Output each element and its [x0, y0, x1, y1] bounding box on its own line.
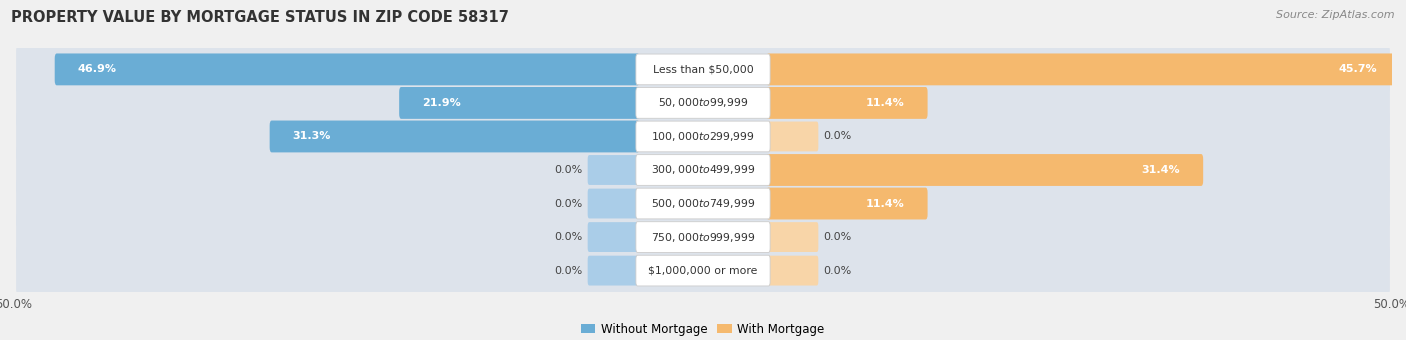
FancyBboxPatch shape — [766, 53, 1400, 85]
Text: 0.0%: 0.0% — [824, 232, 852, 242]
FancyBboxPatch shape — [636, 88, 770, 118]
Text: 0.0%: 0.0% — [554, 232, 582, 242]
Text: $100,000 to $299,999: $100,000 to $299,999 — [651, 130, 755, 143]
Text: $1,000,000 or more: $1,000,000 or more — [648, 266, 758, 276]
FancyBboxPatch shape — [15, 247, 1391, 294]
Text: Source: ZipAtlas.com: Source: ZipAtlas.com — [1277, 10, 1395, 20]
FancyBboxPatch shape — [636, 155, 770, 185]
Text: 0.0%: 0.0% — [554, 165, 582, 175]
FancyBboxPatch shape — [766, 121, 818, 151]
FancyBboxPatch shape — [15, 113, 1391, 160]
Text: 0.0%: 0.0% — [824, 266, 852, 276]
Text: 46.9%: 46.9% — [77, 64, 117, 74]
FancyBboxPatch shape — [15, 46, 1391, 93]
FancyBboxPatch shape — [270, 121, 640, 152]
Text: $50,000 to $99,999: $50,000 to $99,999 — [658, 97, 748, 109]
FancyBboxPatch shape — [636, 121, 770, 152]
Text: 0.0%: 0.0% — [824, 132, 852, 141]
Text: 11.4%: 11.4% — [866, 98, 905, 108]
Text: 31.4%: 31.4% — [1142, 165, 1181, 175]
Text: 0.0%: 0.0% — [554, 199, 582, 208]
FancyBboxPatch shape — [766, 154, 1204, 186]
Text: 0.0%: 0.0% — [554, 266, 582, 276]
FancyBboxPatch shape — [588, 189, 640, 219]
FancyBboxPatch shape — [766, 222, 818, 252]
Text: $300,000 to $499,999: $300,000 to $499,999 — [651, 164, 755, 176]
FancyBboxPatch shape — [636, 255, 770, 286]
FancyBboxPatch shape — [636, 54, 770, 85]
FancyBboxPatch shape — [15, 214, 1391, 261]
FancyBboxPatch shape — [399, 87, 640, 119]
FancyBboxPatch shape — [636, 222, 770, 252]
FancyBboxPatch shape — [636, 188, 770, 219]
FancyBboxPatch shape — [15, 180, 1391, 227]
FancyBboxPatch shape — [15, 79, 1391, 126]
Text: 11.4%: 11.4% — [866, 199, 905, 208]
Legend: Without Mortgage, With Mortgage: Without Mortgage, With Mortgage — [576, 318, 830, 340]
Text: 45.7%: 45.7% — [1339, 64, 1378, 74]
FancyBboxPatch shape — [15, 147, 1391, 193]
FancyBboxPatch shape — [766, 87, 928, 119]
FancyBboxPatch shape — [55, 53, 640, 85]
Text: $500,000 to $749,999: $500,000 to $749,999 — [651, 197, 755, 210]
FancyBboxPatch shape — [588, 256, 640, 286]
FancyBboxPatch shape — [588, 155, 640, 185]
Text: $750,000 to $999,999: $750,000 to $999,999 — [651, 231, 755, 243]
FancyBboxPatch shape — [766, 256, 818, 286]
FancyBboxPatch shape — [766, 188, 928, 219]
Text: PROPERTY VALUE BY MORTGAGE STATUS IN ZIP CODE 58317: PROPERTY VALUE BY MORTGAGE STATUS IN ZIP… — [11, 10, 509, 25]
Text: 21.9%: 21.9% — [422, 98, 461, 108]
Text: Less than $50,000: Less than $50,000 — [652, 64, 754, 74]
Text: 31.3%: 31.3% — [292, 132, 330, 141]
FancyBboxPatch shape — [588, 222, 640, 252]
